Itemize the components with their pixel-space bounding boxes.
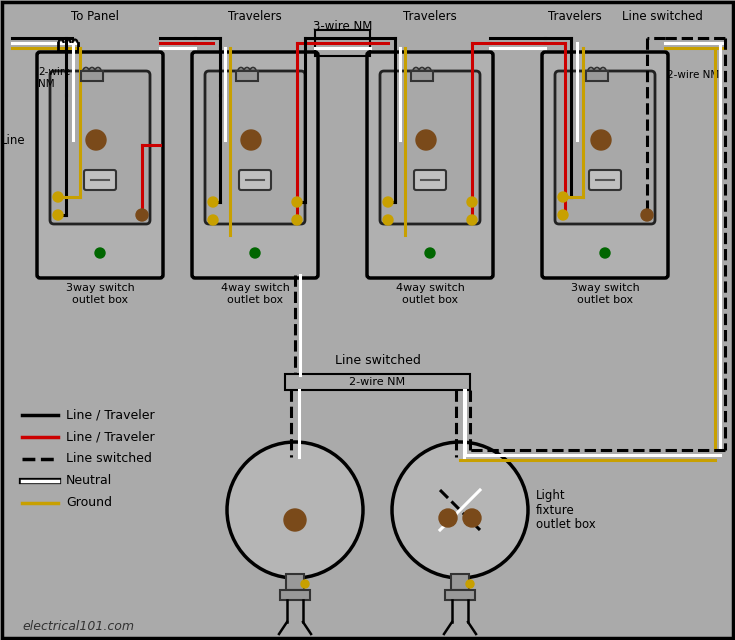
FancyBboxPatch shape — [84, 170, 116, 190]
FancyBboxPatch shape — [555, 71, 655, 224]
Text: Travelers: Travelers — [403, 10, 457, 23]
Text: Neutral: Neutral — [66, 474, 112, 488]
FancyBboxPatch shape — [192, 52, 318, 278]
FancyBboxPatch shape — [205, 71, 305, 224]
FancyBboxPatch shape — [239, 170, 271, 190]
Circle shape — [292, 215, 302, 225]
Circle shape — [86, 130, 106, 150]
Circle shape — [558, 210, 568, 220]
Circle shape — [439, 509, 457, 527]
Text: Line switched: Line switched — [622, 10, 703, 23]
Text: 2-wire NM: 2-wire NM — [667, 70, 720, 80]
Circle shape — [95, 248, 105, 258]
Circle shape — [392, 442, 528, 578]
Circle shape — [284, 509, 306, 531]
Text: Line switched: Line switched — [66, 452, 152, 465]
Circle shape — [600, 248, 610, 258]
Circle shape — [301, 580, 309, 588]
Text: 3-wire NM: 3-wire NM — [313, 20, 372, 33]
Bar — [81, 71, 103, 81]
FancyBboxPatch shape — [367, 52, 493, 278]
Bar — [280, 590, 310, 600]
Circle shape — [53, 192, 63, 202]
Circle shape — [208, 215, 218, 225]
FancyBboxPatch shape — [589, 170, 621, 190]
Bar — [285, 374, 470, 390]
Circle shape — [53, 210, 63, 220]
Text: Line / Traveler: Line / Traveler — [66, 408, 154, 422]
Text: electrical101.com: electrical101.com — [22, 620, 134, 632]
Text: Travelers: Travelers — [228, 10, 282, 23]
FancyBboxPatch shape — [380, 71, 480, 224]
Circle shape — [227, 442, 363, 578]
Text: Ground: Ground — [66, 497, 112, 509]
Circle shape — [383, 197, 393, 207]
Circle shape — [416, 130, 436, 150]
Text: Light
fixture
outlet box: Light fixture outlet box — [536, 488, 596, 531]
Circle shape — [292, 197, 302, 207]
FancyBboxPatch shape — [542, 52, 668, 278]
Bar — [451, 574, 469, 590]
FancyBboxPatch shape — [37, 52, 163, 278]
Bar — [236, 71, 258, 81]
Text: Travelers: Travelers — [548, 10, 602, 23]
Circle shape — [208, 197, 218, 207]
Circle shape — [136, 209, 148, 221]
Text: 3way switch
outlet box: 3way switch outlet box — [65, 283, 135, 305]
Circle shape — [467, 197, 477, 207]
Text: To Panel: To Panel — [71, 10, 119, 23]
Text: 4way switch
outlet box: 4way switch outlet box — [395, 283, 465, 305]
Circle shape — [425, 248, 435, 258]
Text: Line: Line — [1, 134, 26, 147]
Text: 2-wire NM: 2-wire NM — [349, 377, 406, 387]
Circle shape — [591, 130, 611, 150]
Bar — [586, 71, 608, 81]
Text: Line switched: Line switched — [334, 353, 420, 367]
Text: 4way switch
outlet box: 4way switch outlet box — [220, 283, 290, 305]
Bar — [315, 30, 370, 56]
Bar — [286, 574, 304, 590]
FancyBboxPatch shape — [50, 71, 150, 224]
Circle shape — [466, 580, 474, 588]
Circle shape — [467, 215, 477, 225]
FancyBboxPatch shape — [414, 170, 446, 190]
Text: 3way switch
outlet box: 3way switch outlet box — [570, 283, 639, 305]
Circle shape — [383, 215, 393, 225]
Circle shape — [250, 248, 260, 258]
Text: 2-wire
NM: 2-wire NM — [38, 67, 71, 88]
Bar — [445, 590, 475, 600]
Circle shape — [241, 130, 261, 150]
Circle shape — [558, 192, 568, 202]
Circle shape — [641, 209, 653, 221]
Circle shape — [463, 509, 481, 527]
Text: Line / Traveler: Line / Traveler — [66, 431, 154, 444]
Bar — [411, 71, 433, 81]
